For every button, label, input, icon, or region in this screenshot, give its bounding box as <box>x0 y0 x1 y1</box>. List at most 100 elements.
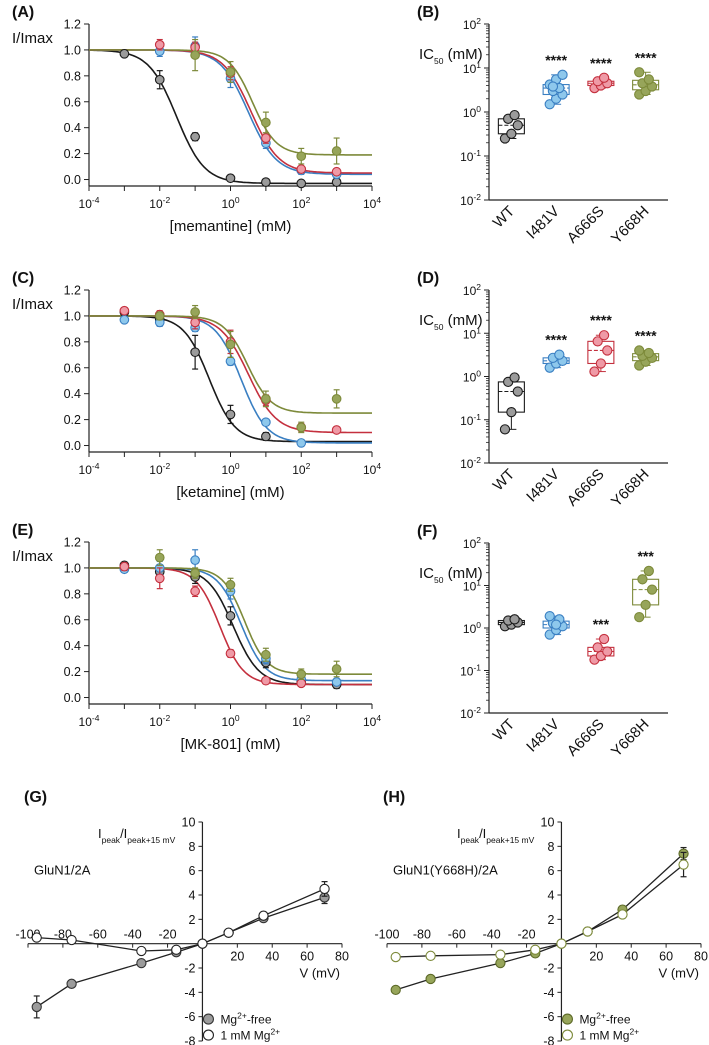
panel-e-point-a666s <box>190 586 200 597</box>
panel-b-significance-a666s: **** <box>590 55 612 71</box>
panel-c-y-tick-label: 1.2 <box>64 284 81 298</box>
panel-g-x-tick-label: 20 <box>230 950 244 964</box>
panel-a-y-tick-label: 1.0 <box>64 43 81 57</box>
panel-g-point-mg-1mm <box>197 938 208 949</box>
panel-c-point-y668h <box>190 307 200 317</box>
panel-a-point-wt <box>190 131 200 142</box>
panel-g-point-mg-1mm <box>319 883 330 895</box>
panel-f-category-a666s: A666S <box>564 716 608 760</box>
panel-a-y-tick-label: 0.8 <box>64 69 81 83</box>
panel-e-ylabel: I/Imax <box>12 548 53 565</box>
panel-h-x-tick-label: 60 <box>659 950 673 964</box>
panel-b-category-a666s: A666S <box>564 203 608 247</box>
panel-d-y-tick-label: 101 <box>463 325 481 341</box>
panel-d-y-tick-label: 100 <box>463 369 481 385</box>
panel-c-y-tick-label: 0.4 <box>64 387 81 401</box>
panel-d-point-wt <box>512 386 523 397</box>
panel-g-legend-label: Mg2+-free <box>220 1011 271 1027</box>
panel-c-point-wt <box>261 431 271 442</box>
panel-g-x-tick-label: 60 <box>300 950 314 964</box>
panel-g-condition: GluN1/2A <box>34 862 91 877</box>
panel-g-x-tick-label: -40 <box>124 928 142 942</box>
panel-e-x-tick-label: 104 <box>363 713 381 729</box>
panel-g-point-mg-free <box>66 978 77 989</box>
panel-e-point-wt <box>225 611 236 621</box>
panel-g-legend-marker <box>202 1013 214 1025</box>
panel-g-y-tick-label: 6 <box>188 864 195 878</box>
panel-a-point-y668h <box>190 50 200 60</box>
panel-c-y-tick-label: 0.2 <box>64 413 81 427</box>
panel-h-point-mg-1mm <box>617 909 628 920</box>
panel-h-point-mg-1mm <box>425 950 436 961</box>
panel-d-ylabel: IC50 (mM) <box>419 312 483 332</box>
panel-d-point-wt <box>499 424 511 435</box>
panel-h-y-tick-label: 4 <box>547 889 554 903</box>
panel-c-point-wt <box>225 409 236 420</box>
panel-a-point-wt <box>225 173 236 184</box>
panel-b-point-y668h <box>634 67 645 78</box>
panel-c-point-y668h <box>331 394 342 404</box>
panel-c-x-tick-label: 10-2 <box>149 461 170 477</box>
panel-h-xlabel: V (mV) <box>659 966 699 981</box>
panel-g-point-mg-1mm <box>66 934 77 946</box>
panel-h-y-tick-label: -6 <box>543 1010 554 1024</box>
panel-h-x-tick-label: 40 <box>624 950 638 964</box>
panel-g-x-tick-label: -60 <box>89 928 107 942</box>
panel-g-y-tick-label: 2 <box>188 913 195 927</box>
panel-h-y-tick-label: -4 <box>543 986 554 1000</box>
panel-f-point-a666s <box>602 646 613 657</box>
panel-c-point-i481v <box>261 417 271 428</box>
panel-e-point-a666s <box>154 573 165 584</box>
panel-h-point-mg-1mm <box>678 859 689 870</box>
panel-g-y-tick-label: -8 <box>184 1035 195 1045</box>
panel-h-point-mg-free <box>390 984 401 996</box>
panel-c-point-i481v <box>296 438 307 448</box>
panel-h-x-tick-label: 80 <box>694 950 708 964</box>
panel-h-point-mg-1mm <box>582 926 593 937</box>
panel-h-point-mg-free <box>425 973 436 985</box>
panel-d-point-y668h <box>643 347 654 359</box>
panel-c-point-wt <box>190 347 200 358</box>
panel-d-category-a666s: A666S <box>564 466 608 510</box>
panel-e-point-y668h <box>190 568 200 578</box>
panel-d-letter: (D) <box>417 270 439 287</box>
panel-c-x-tick-label: 100 <box>221 461 239 477</box>
panel-a-y-tick-label: 1.2 <box>64 18 81 32</box>
panel-e-x-tick-label: 10-2 <box>149 713 170 729</box>
panel-d-significance-i481v: **** <box>545 332 567 348</box>
panel-g-y-tick-label: -4 <box>184 986 195 1000</box>
panel-g-fit-line-1 <box>36 888 325 952</box>
panel-c-point-i481v <box>225 356 236 367</box>
panel-a-y-tick-label: 0.4 <box>64 121 81 135</box>
panel-b-point-i481v <box>557 69 568 80</box>
panel-g-point-mg-1mm <box>223 927 234 938</box>
panel-e-point-a666s <box>119 561 130 572</box>
panel-d-point-a666s <box>592 336 603 347</box>
panel-d-y-tick-label: 10-1 <box>460 412 481 428</box>
panel-g-legend-label: 1 mM Mg2+ <box>220 1027 280 1043</box>
panel-e-y-tick-label: 1.2 <box>64 536 81 550</box>
panel-h-legend-label: Mg2+-free <box>579 1011 630 1027</box>
panel-f-point-i481v <box>544 611 555 622</box>
panel-b-point-a666s <box>598 72 610 83</box>
panel-f-point-y668h <box>640 599 651 611</box>
panel-h-point-mg-1mm <box>390 951 401 963</box>
panel-e-point-a666s <box>261 675 271 686</box>
panel-e-y-tick-label: 0.2 <box>64 665 81 679</box>
panel-h-legend-label: 1 mM Mg2+ <box>579 1027 639 1043</box>
panel-c-point-y668h <box>261 394 271 404</box>
panel-d-category-i481v: I481V <box>523 466 563 506</box>
panel-b-y-tick-label: 101 <box>463 60 481 76</box>
panel-e-letter: (E) <box>12 522 33 539</box>
panel-g-x-tick-label: -20 <box>159 928 177 942</box>
panel-c-x-tick-label: 104 <box>363 461 381 477</box>
panel-g-point-mg-1mm <box>258 910 269 921</box>
panel-a-point-a666s <box>261 133 271 143</box>
panel-h-condition: GluN1(Y668H)/2A <box>393 862 498 877</box>
panel-f-significance-a666s: *** <box>593 616 610 632</box>
panel-f-y-tick-label: 10-1 <box>460 663 481 679</box>
panel-b-ylabel: IC50 (mM) <box>419 46 483 66</box>
panel-g-point-mg-free <box>31 1001 42 1013</box>
panel-g-point-mg-free <box>136 957 147 969</box>
